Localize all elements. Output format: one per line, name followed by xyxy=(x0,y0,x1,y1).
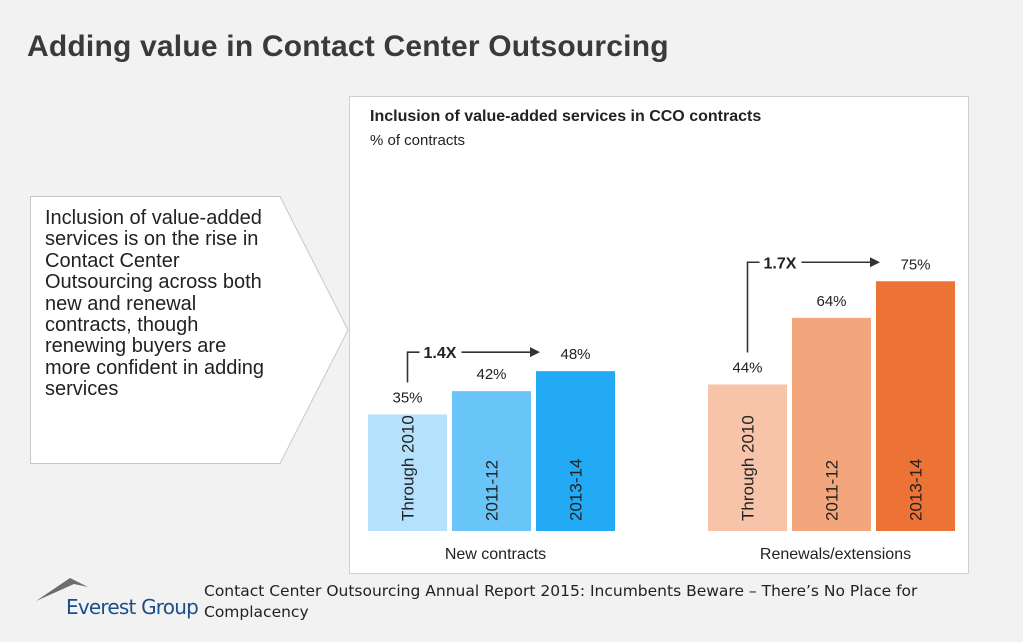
growth-arrow-head xyxy=(870,257,880,268)
mountain-icon xyxy=(36,578,88,601)
callout: Inclusion of value-added services is on … xyxy=(30,196,350,464)
value-label: 64% xyxy=(816,293,846,310)
category-label: 2013-14 xyxy=(907,459,926,521)
value-label: 75% xyxy=(900,256,930,273)
chart-subtitle: % of contracts xyxy=(370,132,465,149)
category-label: Through 2010 xyxy=(399,415,418,521)
callout-arrow-shape xyxy=(30,196,349,464)
category-label: 2011-12 xyxy=(823,460,842,521)
everest-group-logo: Everest Group xyxy=(36,574,206,630)
value-label: 35% xyxy=(392,389,422,406)
bar-1-1 xyxy=(792,317,871,531)
value-label: 42% xyxy=(476,366,506,383)
bar-1-2 xyxy=(876,281,955,531)
bar-0-0 xyxy=(368,414,447,531)
bar-0-2 xyxy=(536,371,615,531)
group-label: Renewals/extensions xyxy=(760,546,911,563)
growth-connector-line xyxy=(746,261,760,353)
value-label: 48% xyxy=(560,346,590,363)
growth-label: 1.7X xyxy=(764,255,797,272)
source-citation: Contact Center Outsourcing Annual Report… xyxy=(204,582,918,621)
category-label: 2011-12 xyxy=(483,460,502,521)
bar-1-0 xyxy=(708,384,787,531)
callout-text: Inclusion of value-added services is on … xyxy=(45,207,265,401)
category-label: 2013-14 xyxy=(567,459,586,521)
growth-connector-line xyxy=(406,351,420,383)
growth-arrow-head xyxy=(530,347,540,358)
footer: Everest Group Contact Center Outsourcing… xyxy=(36,574,996,634)
slide-title: Adding value in Contact Center Outsourci… xyxy=(27,30,669,63)
category-label: Through 2010 xyxy=(739,415,758,521)
logo-text: Everest Group xyxy=(66,595,199,619)
bar-0-1 xyxy=(452,391,531,531)
growth-label: 1.4X xyxy=(424,345,457,362)
group-label: New contracts xyxy=(445,546,546,563)
value-label: 44% xyxy=(732,359,762,376)
bar-chart: Inclusion of value-added services in CCO… xyxy=(368,108,955,563)
chart-title: Inclusion of value-added services in CCO… xyxy=(370,108,761,125)
chart-panel: Inclusion of value-added services in CCO… xyxy=(349,96,969,574)
